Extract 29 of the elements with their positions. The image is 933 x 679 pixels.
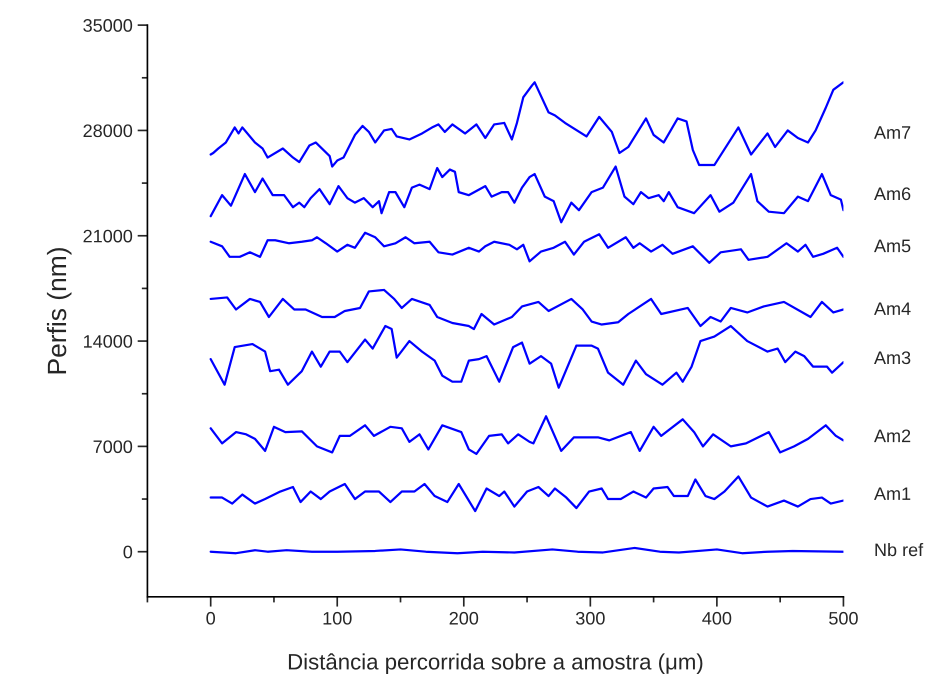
x-tick-label: 300: [576, 612, 605, 625]
line-series: [210, 415, 844, 456]
line-series: [210, 81, 844, 168]
text: Am7: [874, 126, 910, 139]
x-tick-label: 400: [702, 612, 732, 625]
series-label: Am1: [874, 487, 910, 500]
x-tick-label: 500: [829, 612, 858, 625]
y-tick-label: 14000: [84, 335, 132, 348]
line-series: [210, 232, 844, 264]
y-tick-label: 7000: [94, 440, 132, 454]
line-series: [210, 475, 844, 512]
x-axis-title: Distância percorrida sobre a amostra (μm): [288, 653, 702, 674]
x-tick-label: 100: [324, 612, 352, 625]
y-tick-label: 21000: [84, 230, 132, 242]
series-label: Am5: [874, 240, 910, 252]
y-tick-label: 28000: [84, 124, 132, 138]
series-label: Am4: [874, 302, 911, 315]
line-series: [210, 324, 844, 389]
line-series: [210, 165, 844, 224]
y-tick-label: 35000: [83, 19, 132, 32]
series-label: Nb ref: [875, 542, 924, 556]
x-tick-label: 200: [450, 612, 478, 625]
series-label: Am2: [874, 429, 910, 442]
x-tick-label: 0: [206, 612, 216, 625]
y-axis-title: Perfis (nm): [46, 248, 72, 374]
line-series: [210, 288, 844, 330]
series-label: Am3: [874, 351, 910, 364]
y-tick-label: 0: [123, 546, 132, 558]
series-label: Am6: [874, 187, 910, 200]
